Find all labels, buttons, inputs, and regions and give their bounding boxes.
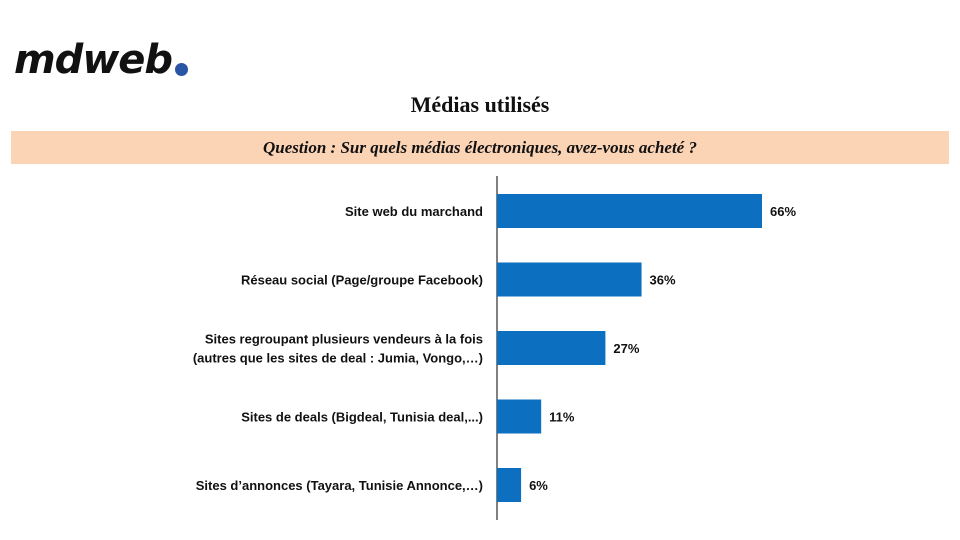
value-label-1: 36% xyxy=(650,273,676,288)
category-label-4: Sites d’annonces (Tayara, Tunisie Annonc… xyxy=(196,478,483,493)
value-label-0: 66% xyxy=(770,204,796,219)
category-label-2-line-1: (autres que les sites de deal : Jumia, V… xyxy=(193,351,483,366)
question-text: Question : Sur quels médias électronique… xyxy=(263,137,697,157)
logo-dot-icon xyxy=(175,63,189,76)
category-label-2-line-0: Sites regroupant plusieurs vendeurs à la… xyxy=(205,332,483,347)
value-label-4: 6% xyxy=(529,478,548,493)
category-label-0: Site web du marchand xyxy=(345,204,483,219)
bar-0 xyxy=(497,194,762,228)
category-label-1: Réseau social (Page/groupe Facebook) xyxy=(241,273,483,288)
category-label-3: Sites de deals (Bigdeal, Tunisia deal,..… xyxy=(241,410,483,425)
bar-4 xyxy=(497,468,522,502)
value-label-2: 27% xyxy=(613,341,639,356)
value-label-3: 11% xyxy=(549,410,575,425)
logo-text: mdweb xyxy=(14,37,173,83)
page-title: Médias utilisés xyxy=(410,92,550,117)
question-banner: Question : Sur quels médias électronique… xyxy=(11,131,949,164)
bar-3 xyxy=(497,399,542,434)
mdweb-logo: mdweb xyxy=(14,30,189,83)
bar-2 xyxy=(497,331,606,365)
bar-1 xyxy=(497,262,642,297)
